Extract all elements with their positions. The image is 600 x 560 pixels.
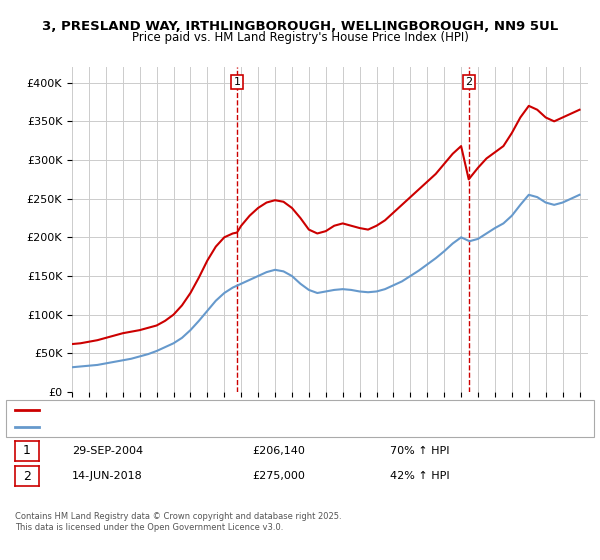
Text: 42% ↑ HPI: 42% ↑ HPI <box>390 471 449 481</box>
Text: £275,000: £275,000 <box>252 471 305 481</box>
Text: 2: 2 <box>465 77 472 87</box>
Text: 70% ↑ HPI: 70% ↑ HPI <box>390 446 449 456</box>
Text: Contains HM Land Registry data © Crown copyright and database right 2025.
This d: Contains HM Land Registry data © Crown c… <box>15 512 341 532</box>
Text: 3, PRESLAND WAY, IRTHLINGBOROUGH, WELLINGBOROUGH, NN9 5UL: 3, PRESLAND WAY, IRTHLINGBOROUGH, WELLIN… <box>42 20 558 32</box>
Text: 3, PRESLAND WAY, IRTHLINGBOROUGH, WELLINGBOROUGH, NN9 5UL (semi-detached house): 3, PRESLAND WAY, IRTHLINGBOROUGH, WELLIN… <box>42 406 463 415</box>
Text: 14-JUN-2018: 14-JUN-2018 <box>72 471 143 481</box>
Text: 1: 1 <box>23 444 31 458</box>
Text: HPI: Average price, semi-detached house, North Northamptonshire: HPI: Average price, semi-detached house,… <box>42 423 345 432</box>
Text: £206,140: £206,140 <box>252 446 305 456</box>
Text: Price paid vs. HM Land Registry's House Price Index (HPI): Price paid vs. HM Land Registry's House … <box>131 31 469 44</box>
Text: 1: 1 <box>233 77 241 87</box>
Text: 29-SEP-2004: 29-SEP-2004 <box>72 446 143 456</box>
Text: 2: 2 <box>23 469 31 483</box>
